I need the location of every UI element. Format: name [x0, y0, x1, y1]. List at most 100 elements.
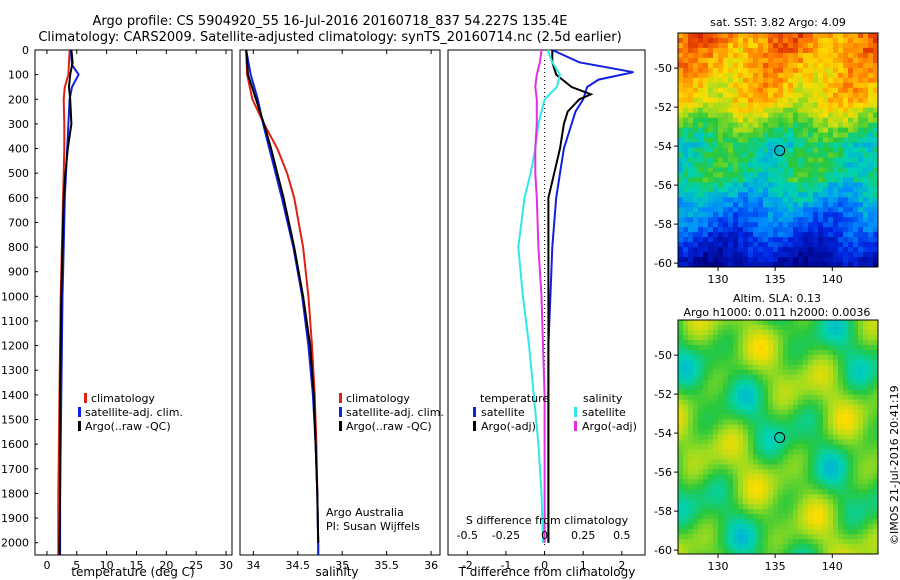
heatmap-cell: [773, 232, 779, 238]
heatmap-cell: [873, 539, 879, 545]
heatmap-cell: [683, 147, 689, 153]
heatmap-cell: [678, 449, 684, 455]
heatmap-cell: [718, 177, 724, 183]
heatmap-cell: [773, 534, 779, 540]
heatmap-cell: [853, 369, 859, 376]
heatmap-cell: [693, 349, 699, 356]
heatmap-cell: [778, 57, 784, 64]
heatmap-cell: [693, 489, 699, 495]
heatmap-cell: [713, 252, 719, 258]
heatmap-cell: [688, 494, 694, 500]
heatmap-cell: [748, 504, 754, 510]
heatmap-cell: [798, 459, 804, 465]
heatmap-cell: [778, 354, 784, 361]
heatmap-cell: [828, 222, 834, 228]
heatmap-cell: [698, 504, 704, 510]
sla-argo-location-marker: [774, 432, 786, 444]
heatmap-cell: [753, 42, 759, 49]
heatmap-cell: [798, 359, 804, 366]
heatmap-cell: [833, 329, 839, 336]
heatmap-cell: [793, 102, 799, 109]
heatmap-cell: [873, 544, 879, 550]
heatmap-cell: [868, 92, 874, 99]
heatmap-cell: [733, 182, 739, 188]
legend-argo-swatch: [339, 421, 342, 431]
heatmap-cell: [793, 489, 799, 495]
heatmap-cell: [693, 419, 699, 426]
heatmap-cell: [808, 504, 814, 510]
heatmap-cell: [693, 374, 699, 381]
heatmap-cell: [873, 529, 879, 535]
heatmap-cell: [793, 439, 799, 445]
heatmap-cell: [798, 152, 804, 158]
heatmap-cell: [683, 519, 689, 525]
heatmap-cell: [713, 92, 719, 99]
heatmap-cell: [738, 484, 744, 490]
heatmap-cell: [848, 102, 854, 109]
heatmap-cell: [753, 227, 759, 233]
heatmap-cell: [713, 334, 719, 341]
heatmap-cell: [838, 217, 844, 223]
heatmap-cell: [708, 359, 714, 366]
heatmap-cell: [718, 344, 724, 351]
heatmap-cell: [688, 444, 694, 450]
heatmap-cell: [698, 172, 704, 178]
heatmap-cell: [798, 329, 804, 336]
heatmap-cell: [688, 334, 694, 341]
heatmap-cell: [793, 147, 799, 153]
heatmap-cell: [863, 320, 869, 326]
heatmap-cell: [798, 509, 804, 515]
heatmap-cell: [798, 62, 804, 69]
heatmap-cell: [678, 117, 684, 124]
heatmap-cell: [738, 247, 744, 253]
heatmap-cell: [813, 152, 819, 158]
heatmap-cell: [818, 459, 824, 465]
heatmap-cell: [808, 182, 814, 188]
heatmap-cell: [833, 47, 839, 54]
depth-tick-label: 600: [8, 192, 29, 205]
depth-tick-label: 1600: [1, 438, 29, 451]
heatmap-cell: [728, 52, 734, 59]
heatmap-cell: [838, 539, 844, 545]
heatmap-cell: [868, 182, 874, 188]
heatmap-cell: [798, 207, 804, 213]
heatmap-cell: [703, 122, 709, 129]
heatmap-cell: [713, 262, 719, 268]
heatmap-cell: [808, 424, 814, 431]
heatmap-cell: [743, 127, 749, 134]
heatmap-cell: [843, 207, 849, 213]
s-difference-ticks: -0.5 -0.25 0 0.25 0.5: [457, 529, 631, 542]
heatmap-cell: [753, 454, 759, 460]
heatmap-cell: [808, 102, 814, 109]
heatmap-cell: [838, 112, 844, 119]
heatmap-cell: [763, 334, 769, 341]
heatmap-cell: [703, 389, 709, 396]
heatmap-cell: [833, 217, 839, 223]
depth-tick-label: 2000: [1, 537, 29, 550]
heatmap-cell: [708, 202, 714, 208]
heatmap-cell: [828, 449, 834, 455]
heatmap-cell: [803, 217, 809, 223]
heatmap-cell: [733, 399, 739, 406]
heatmap-cell: [813, 449, 819, 455]
heatmap-cell: [843, 167, 849, 173]
heatmap-cell: [678, 434, 684, 440]
heatmap-cell: [718, 544, 724, 550]
heatmap-cell: [853, 349, 859, 356]
heatmap-cell: [723, 459, 729, 465]
lat-tick-label: -60: [654, 257, 672, 270]
heatmap-cell: [858, 334, 864, 341]
heatmap-cell: [738, 137, 744, 144]
heatmap-cell: [753, 117, 759, 124]
heatmap-cell: [818, 237, 824, 243]
heatmap-cell: [783, 87, 789, 94]
heatmap-cell: [828, 247, 834, 253]
heatmap-cell: [728, 539, 734, 545]
heatmap-cell: [873, 320, 879, 326]
heatmap-cell: [743, 344, 749, 351]
heatmap-cell: [748, 152, 754, 158]
heatmap-cell: [793, 262, 799, 268]
heatmap-cell: [843, 97, 849, 104]
heatmap-cell: [788, 52, 794, 59]
heatmap-cell: [813, 132, 819, 139]
